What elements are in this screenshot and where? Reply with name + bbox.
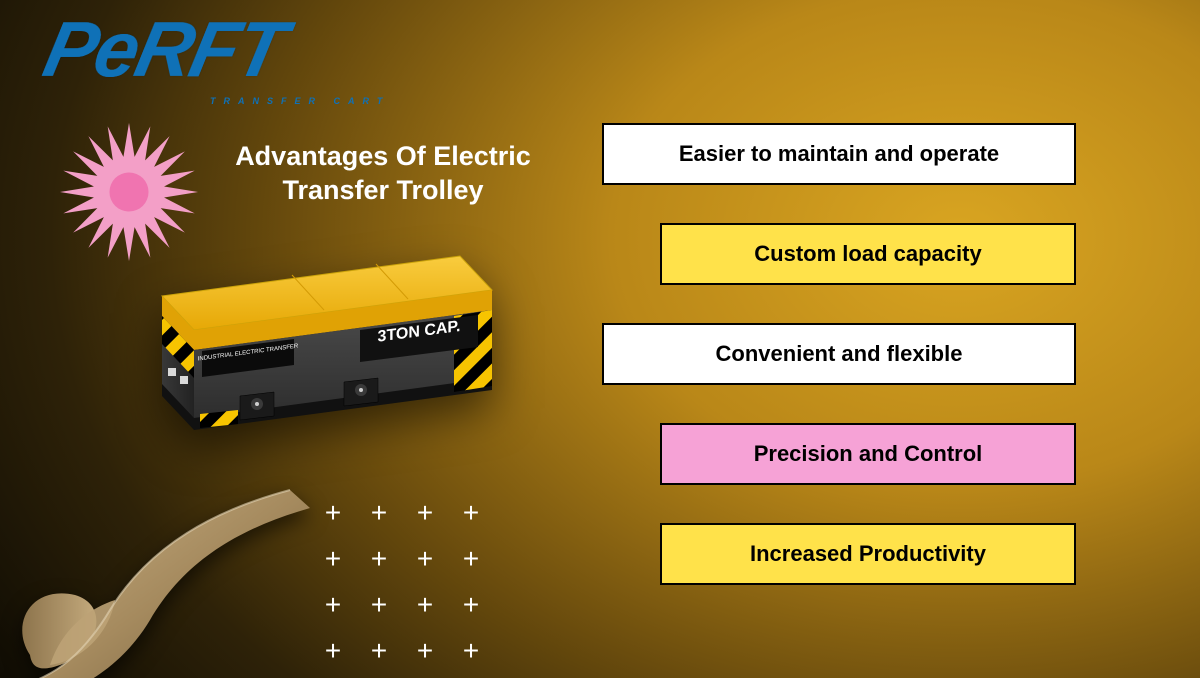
advantage-label: Precision and Control	[754, 441, 983, 467]
starburst-icon	[55, 118, 203, 266]
plus-icon: +	[310, 538, 356, 584]
advantage-box: Easier to maintain and operate	[602, 123, 1076, 185]
plus-grid-decoration: ++++++++++++++++	[310, 492, 494, 676]
advantage-box: Custom load capacity	[660, 223, 1076, 285]
brand-logo: PeRFT	[38, 10, 292, 88]
advantage-box: Convenient and flexible	[602, 323, 1076, 385]
product-illustration: INDUSTRIAL ELECTRIC TRANSFER 3TON CAP.	[92, 250, 500, 450]
advantages-list: Easier to maintain and operate Custom loa…	[602, 123, 1162, 585]
plus-icon: +	[356, 492, 402, 538]
advantage-label: Increased Productivity	[750, 541, 986, 567]
plus-icon: +	[402, 492, 448, 538]
advantage-label: Convenient and flexible	[716, 341, 963, 367]
plus-icon: +	[310, 584, 356, 630]
plus-icon: +	[402, 630, 448, 676]
plus-icon: +	[310, 492, 356, 538]
plus-icon: +	[356, 538, 402, 584]
brand-tagline: TRANSFER CART	[210, 96, 390, 106]
plus-icon: +	[448, 492, 494, 538]
plus-icon: +	[402, 538, 448, 584]
ribbon-decoration	[0, 490, 300, 678]
advantage-box: Precision and Control	[660, 423, 1076, 485]
plus-icon: +	[448, 584, 494, 630]
advantage-box: Increased Productivity	[660, 523, 1076, 585]
plus-icon: +	[448, 630, 494, 676]
plus-icon: +	[448, 538, 494, 584]
title-line-1: Advantages Of Electric	[208, 140, 558, 174]
plus-icon: +	[402, 584, 448, 630]
plus-icon: +	[356, 630, 402, 676]
title-line-2: Transfer Trolley	[208, 174, 558, 208]
plus-icon: +	[310, 630, 356, 676]
infographic-canvas: PeRFT TRANSFER CART Advantages Of Electr…	[0, 0, 1200, 678]
page-title: Advantages Of Electric Transfer Trolley	[208, 140, 558, 208]
advantage-label: Custom load capacity	[754, 241, 981, 267]
plus-icon: +	[356, 584, 402, 630]
advantage-label: Easier to maintain and operate	[679, 141, 999, 167]
